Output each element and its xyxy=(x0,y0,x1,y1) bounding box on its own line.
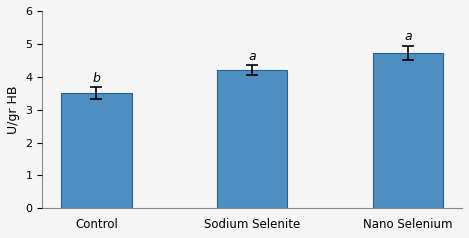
Y-axis label: U/gr HB: U/gr HB xyxy=(7,85,20,134)
Text: b: b xyxy=(92,72,100,85)
Text: a: a xyxy=(404,30,412,43)
Bar xyxy=(217,70,287,208)
Bar xyxy=(373,53,443,208)
Bar xyxy=(61,93,131,208)
Text: a: a xyxy=(249,50,256,63)
